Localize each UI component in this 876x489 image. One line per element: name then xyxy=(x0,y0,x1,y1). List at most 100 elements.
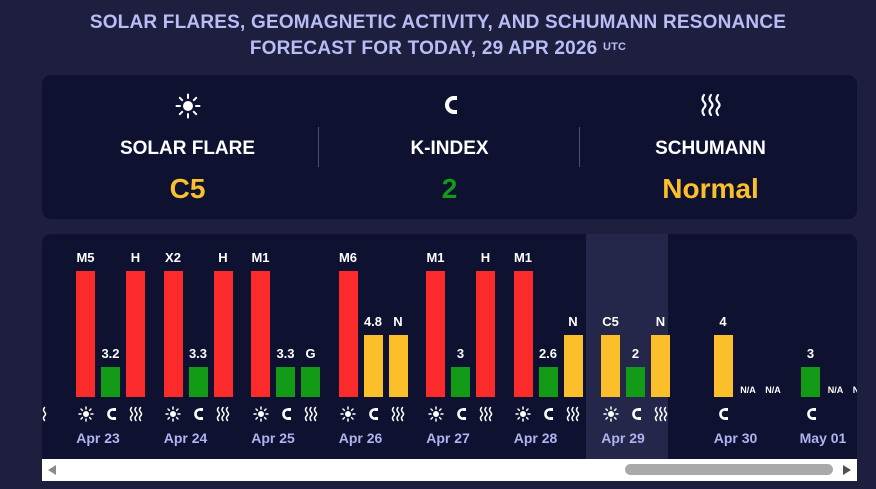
title-line-1: SOLAR FLARES, GEOMAGNETIC ACTIVITY, AND … xyxy=(89,12,787,33)
bar-label: G xyxy=(305,346,316,361)
title-date: FORECAST FOR TODAY, 29 APR 2026 xyxy=(249,38,598,59)
magnet-icon xyxy=(803,406,819,422)
k-index-value: 2 xyxy=(441,173,458,204)
bar-label-na: N/A xyxy=(852,385,857,395)
chart-bar xyxy=(188,367,208,397)
bar-label: 3 xyxy=(806,346,815,361)
chart-bar xyxy=(363,335,383,397)
k-index-label: K-INDEX xyxy=(410,138,489,159)
bar-label: 2 xyxy=(631,346,640,361)
sun-icon xyxy=(340,406,356,422)
divider xyxy=(579,127,580,167)
forecast-chart[interactable]: M5 3.2 H Apr 23 X2 3.3 H Apr 24 M1 3.3 G Apr 25 M6 4.… xyxy=(42,234,857,459)
magnet-icon xyxy=(365,406,381,422)
bar-label: 4 xyxy=(719,314,727,329)
chart-bar xyxy=(426,271,445,397)
date-label: Apr 23 xyxy=(76,430,120,446)
chart-bar xyxy=(601,335,620,397)
date-label: Apr 27 xyxy=(426,430,470,446)
sun-icon xyxy=(52,93,323,119)
chart-bar xyxy=(338,271,358,397)
solar-flare-label: SOLAR FLARE xyxy=(119,138,256,159)
chart-bar xyxy=(276,367,295,397)
bar-label: 4.8 xyxy=(363,314,383,329)
bar-label: N xyxy=(568,314,578,329)
date-label: May 01 xyxy=(799,430,847,446)
magnet-icon xyxy=(715,406,731,422)
bar-label: X2 xyxy=(165,250,181,265)
solar-flare-value: C5 xyxy=(169,173,206,204)
waves-icon xyxy=(575,93,846,117)
waves-icon xyxy=(565,406,581,422)
bar-label: M1 xyxy=(426,250,445,265)
magnet-icon xyxy=(453,406,469,422)
chart-bar xyxy=(538,367,558,397)
waves-icon xyxy=(478,406,494,422)
date-label: Apr 28 xyxy=(513,430,558,446)
divider xyxy=(318,127,319,167)
bar-label: N xyxy=(655,314,666,329)
summary-card: SOLAR FLARE C5 K-INDEX 2 SCHUMANN Normal xyxy=(42,75,857,219)
date-label: Apr 25 xyxy=(251,430,295,446)
bar-label: 2.6 xyxy=(538,346,558,361)
sun-icon xyxy=(77,406,94,422)
bar-label-na: N/A xyxy=(827,385,844,395)
sun-icon xyxy=(602,406,619,422)
waves-icon xyxy=(653,406,669,422)
chart-bar xyxy=(126,271,145,397)
bar-label-na: N/A xyxy=(765,385,781,395)
chart-bar xyxy=(626,367,645,397)
chart-bar xyxy=(163,271,183,397)
waves-icon xyxy=(128,406,144,422)
bar-label: 3.3 xyxy=(188,346,208,361)
sun-icon xyxy=(427,406,444,422)
date-label: Apr 29 xyxy=(601,430,645,446)
bar-label: M1 xyxy=(513,250,533,265)
solar-flare-summary: SOLAR FLARE C5 xyxy=(52,75,323,219)
bar-label: 3 xyxy=(456,346,465,361)
chart-bar xyxy=(451,367,470,397)
bar-label: M6 xyxy=(338,250,358,265)
bar-label: N xyxy=(393,314,403,329)
magnet-icon xyxy=(540,406,556,422)
scroll-left-arrow[interactable] xyxy=(48,465,56,475)
chart-bar xyxy=(713,335,733,397)
magnet-icon xyxy=(278,406,294,422)
utc-label: UTC xyxy=(602,41,627,53)
date-label: Apr 26 xyxy=(338,430,383,446)
date-label: Apr 30 xyxy=(713,430,758,446)
chart-bar xyxy=(388,335,408,397)
scrollbar-thumb[interactable] xyxy=(625,464,833,475)
chart-bar xyxy=(476,271,495,397)
waves-icon xyxy=(390,406,406,422)
magnet-icon xyxy=(103,406,119,422)
chart-bar xyxy=(513,271,533,397)
magnet-icon xyxy=(628,406,644,422)
chart-bar xyxy=(301,367,320,397)
horizontal-scrollbar[interactable] xyxy=(42,459,857,481)
bar-label: H xyxy=(218,250,228,265)
bar-label: H xyxy=(130,250,141,265)
page-title: SOLAR FLARES, GEOMAGNETIC ACTIVITY, AND … xyxy=(0,10,876,62)
sun-icon xyxy=(252,406,269,422)
chart-bar xyxy=(651,335,670,397)
chart-bar xyxy=(213,271,233,397)
schumann-label: SCHUMANN xyxy=(655,138,766,159)
sun-icon xyxy=(165,406,181,422)
bar-label: C5 xyxy=(602,314,619,329)
bar-label: H xyxy=(480,250,491,265)
date-label: Apr 24 xyxy=(163,430,208,446)
magnet-icon xyxy=(314,93,585,117)
waves-icon xyxy=(303,406,319,422)
bar-label-na: N/A xyxy=(740,385,756,395)
waves-icon xyxy=(42,406,48,422)
sun-icon xyxy=(515,406,531,422)
bar-label: 3.2 xyxy=(101,346,120,361)
bar-label: M5 xyxy=(76,250,95,265)
schumann-value: Normal xyxy=(662,173,759,204)
scroll-right-arrow[interactable] xyxy=(843,465,851,475)
k-index-summary: K-INDEX 2 xyxy=(314,75,585,219)
chart-bar xyxy=(76,271,95,397)
waves-icon xyxy=(215,406,231,422)
bar-label: M1 xyxy=(251,250,270,265)
